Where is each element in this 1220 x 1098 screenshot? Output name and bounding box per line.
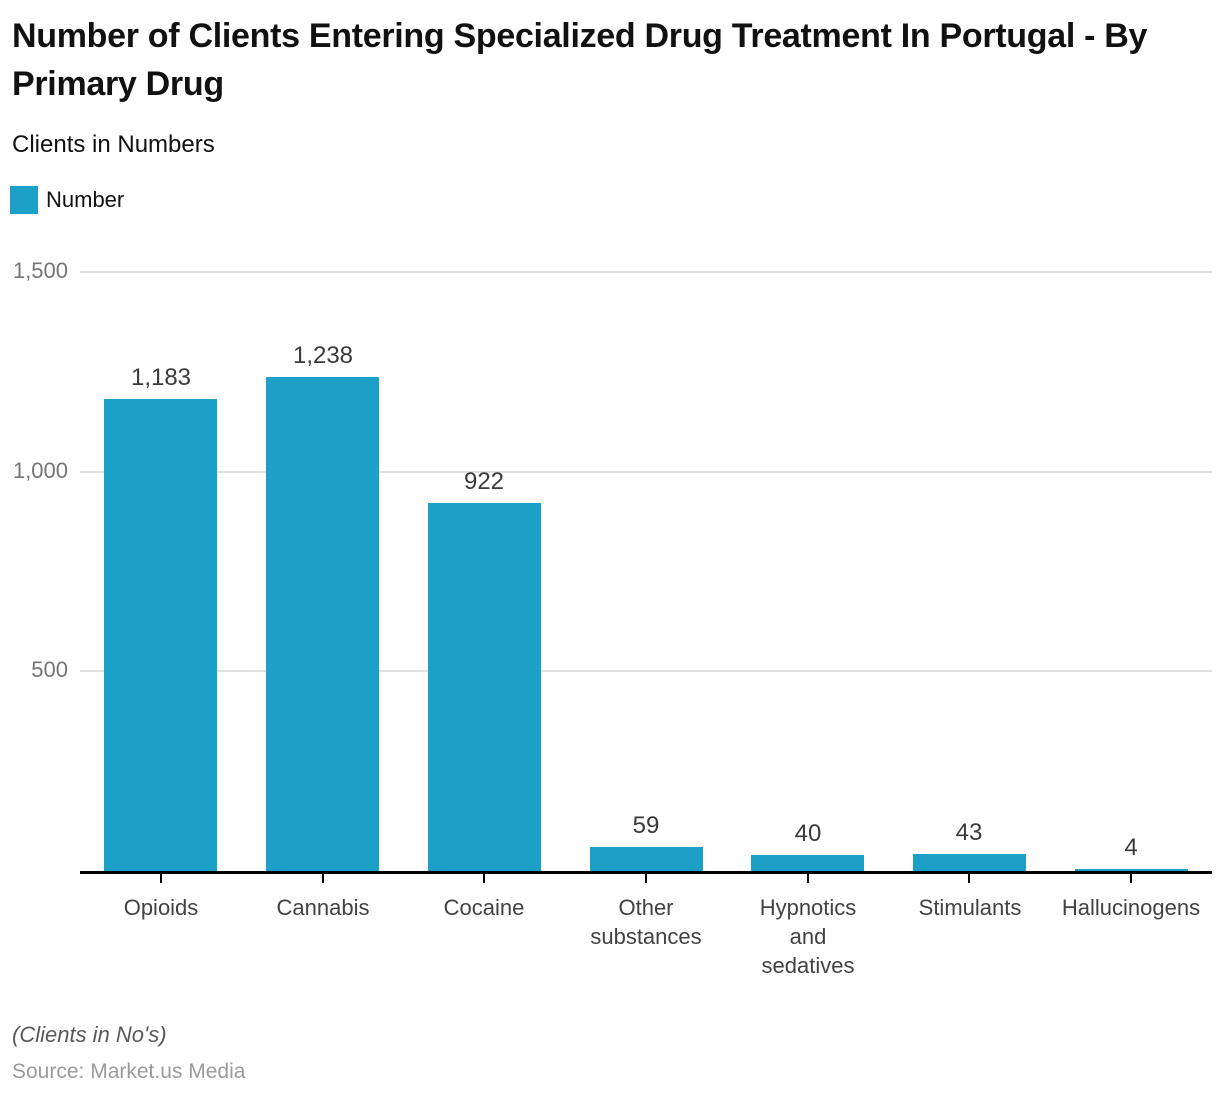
gridline-1500 [80,271,1212,273]
x-tick-opioids [160,874,162,883]
chart-title: Number of Clients Entering Specialized D… [12,17,1148,103]
gridline-1000 [80,470,1212,473]
y-tick-label-1000: 1,000 [12,457,68,483]
bar-cannabis [266,377,379,871]
bar-other-substances [590,847,703,871]
x-tick-other-substances [645,874,647,883]
x-axis-line [80,871,1212,874]
footer-note: (Clients in No's) [12,1022,167,1047]
legend-label: Number [46,187,125,212]
legend: Number [10,186,124,214]
x-tick-label-hallucinogens: Hallucinogens [1061,895,1201,920]
bar-value-label-hallucinogens: 4 [1124,834,1138,861]
bar-value-label-cannabis: 1,238 [292,342,354,369]
bar-opioids [104,399,217,871]
bar-stimulants [913,854,1026,871]
x-tick-hallucinogens [1130,874,1132,883]
x-tick-stimulants [968,874,970,883]
bar-hypnotics-and-sedatives [751,855,864,871]
y-tick-label-500: 500 [31,657,68,683]
x-tick-cannabis [322,874,324,883]
legend-swatch-icon [10,186,38,214]
x-tick-label-cocaine: Cocaine [443,895,525,920]
bar-cocaine [428,503,541,871]
x-tick-label-opioids: Opioids [123,895,199,920]
y-tick-label-1500: 1,500 [12,258,68,283]
bar-value-label-stimulants: 43 [955,819,983,846]
x-tick-label-cannabis: Cannabis [276,895,370,920]
x-tick-hypnotics-and-sedatives [807,874,809,883]
gridline-500 [80,670,1212,673]
bar-value-label-hypnotics-and-sedatives: 40 [794,820,822,847]
footer-source: Source: Market.us Media [12,1060,246,1083]
x-tick-label-hypnotics-and-sedatives: Hypnotics and sedatives [759,895,857,978]
chart-subtitle: Clients in Numbers [12,131,215,158]
x-tick-cocaine [483,874,485,883]
bar-value-label-other-substances: 59 [632,812,660,839]
x-tick-label-stimulants: Stimulants [918,895,1022,920]
bar-value-label-opioids: 1,183 [130,364,192,391]
bar-hallucinogens [1075,869,1188,871]
bar-value-label-cocaine: 922 [463,468,505,495]
x-tick-label-other-substances: Other substances [590,895,702,949]
